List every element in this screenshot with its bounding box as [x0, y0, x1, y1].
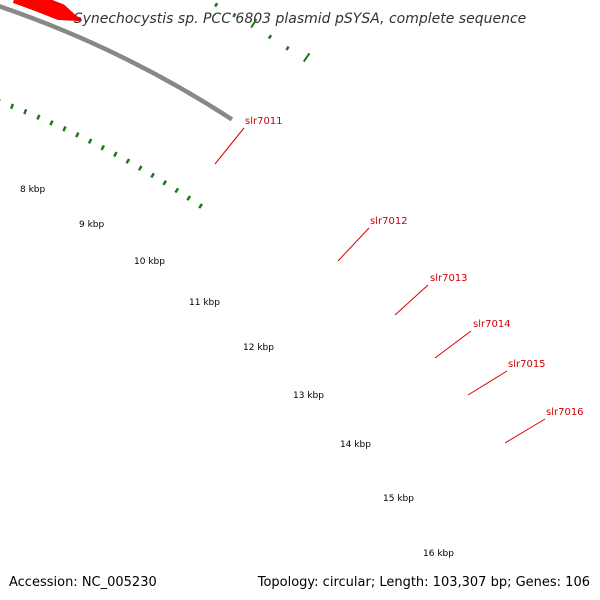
label-leader-line — [467, 370, 508, 396]
outer-tick — [267, 34, 273, 40]
gene-label-slr7013: slr7013 — [430, 273, 468, 284]
inner-tick-ring — [0, 99, 204, 209]
label-leader-line — [214, 127, 245, 165]
scale-label-10kbp: 10 kbp — [134, 257, 165, 267]
scale-label-15kbp: 15 kbp — [383, 494, 414, 504]
outer-tick — [232, 12, 237, 18]
inner-tick — [137, 165, 143, 171]
gene-label-slr7012: slr7012 — [370, 216, 408, 227]
scale-label-13kbp: 13 kbp — [293, 391, 324, 401]
inner-tick — [113, 151, 118, 158]
inner-tick — [100, 144, 106, 151]
inner-tick — [9, 103, 15, 110]
outer-tick — [214, 2, 219, 8]
outer-tick-ring — [214, 2, 311, 63]
inner-tick — [198, 203, 204, 209]
label-leader-line — [504, 418, 546, 444]
cds-arrow — [12, 0, 83, 22]
inner-tick — [75, 132, 80, 138]
inner-tick — [87, 138, 93, 144]
scale-label-14kbp: 14 kbp — [340, 440, 371, 450]
outer-tick — [302, 52, 311, 63]
scale-label-8kbp: 8 kbp — [20, 185, 46, 195]
inner-tick — [174, 187, 180, 194]
scale-label-12kbp: 12 kbp — [243, 343, 274, 353]
accession-text: Accession: NC_005230 — [9, 575, 157, 590]
gene-label-slr7011: slr7011 — [245, 116, 283, 127]
gene-features — [12, 0, 83, 22]
inner-tick — [162, 180, 168, 186]
summary-text: Topology: circular; Length: 103,307 bp; … — [257, 575, 590, 590]
scale-label-11kbp: 11 kbp — [189, 298, 220, 308]
inner-tick — [150, 172, 155, 179]
scale-label-9kbp: 9 kbp — [79, 220, 105, 230]
inner-tick — [36, 114, 41, 120]
label-leader-line — [434, 330, 472, 359]
label-leader-line — [394, 284, 429, 316]
inner-tick — [186, 195, 192, 201]
inner-tick — [125, 158, 131, 164]
inner-tick — [62, 125, 67, 132]
label-leader-line — [337, 227, 370, 262]
scale-label-16kbp: 16 kbp — [423, 549, 454, 559]
gene-label-slr7016: slr7016 — [546, 407, 584, 418]
outer-tick — [250, 18, 258, 29]
inner-tick — [49, 120, 54, 126]
outer-tick — [285, 45, 290, 51]
gene-label-slr7015: slr7015 — [508, 359, 546, 370]
inner-tick — [23, 108, 28, 115]
gene-label-slr7014: slr7014 — [473, 319, 511, 330]
gene-label-lines — [214, 127, 546, 444]
map-title: Synechocystis sp. PCC 6803 plasmid pSYSA… — [74, 11, 527, 27]
sequence-backbone — [0, 4, 234, 122]
